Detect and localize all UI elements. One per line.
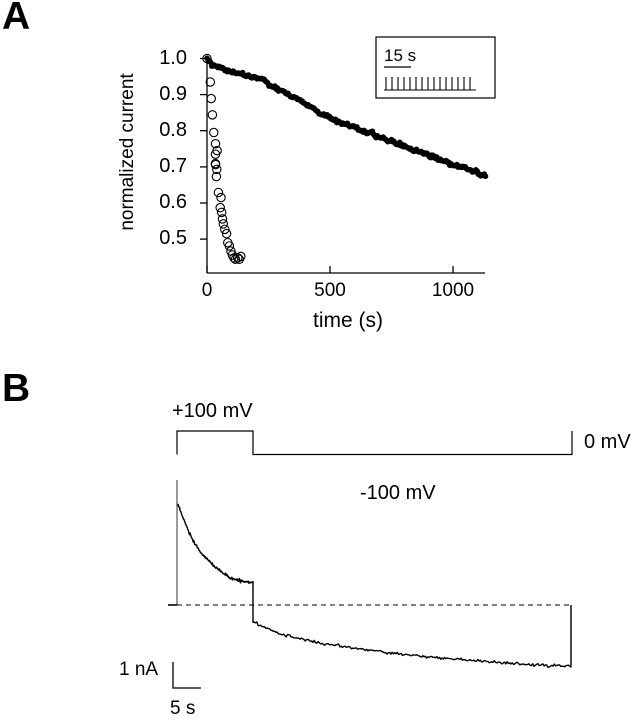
svg-text:-100 mV: -100 mV [360, 482, 436, 504]
svg-text:0.5: 0.5 [159, 227, 187, 249]
svg-text:0.9: 0.9 [159, 83, 187, 105]
svg-text:time (s): time (s) [313, 309, 383, 332]
svg-text:0 mV: 0 mV [584, 431, 631, 453]
svg-text:0: 0 [202, 280, 213, 301]
svg-text:15 s: 15 s [384, 46, 416, 65]
svg-text:1 nA: 1 nA [119, 659, 158, 680]
svg-text:0.8: 0.8 [159, 119, 187, 141]
svg-text:0.7: 0.7 [159, 155, 187, 177]
svg-text:normalized current: normalized current [117, 73, 138, 231]
svg-text:0.6: 0.6 [159, 191, 187, 213]
svg-text:500: 500 [314, 280, 346, 301]
svg-text:+100 mV: +100 mV [172, 400, 253, 422]
svg-text:A: A [2, 0, 30, 38]
svg-text:B: B [2, 367, 30, 410]
svg-text:5 s: 5 s [170, 698, 195, 719]
svg-text:1.0: 1.0 [159, 47, 187, 69]
svg-text:1000: 1000 [432, 280, 474, 301]
